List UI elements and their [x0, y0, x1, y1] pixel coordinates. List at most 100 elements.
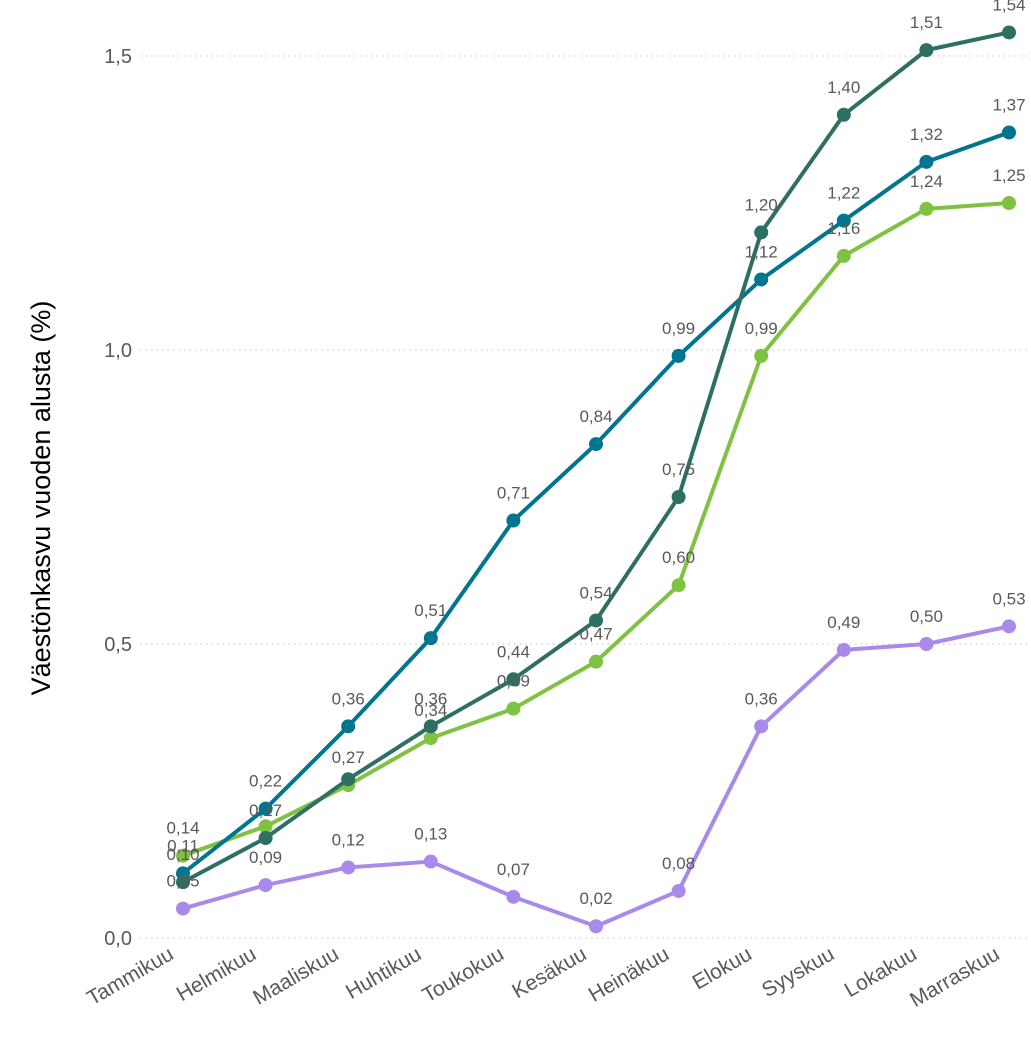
data-point: [589, 437, 603, 452]
data-label: 0,36: [332, 689, 365, 708]
data-point: [423, 731, 438, 746]
data-point: [919, 154, 934, 169]
data-point: [671, 490, 686, 504]
data-label: 0,17: [249, 801, 282, 820]
data-point: [1002, 196, 1016, 210]
y-axis-label: Väestönkasvu vuoden alusta (%): [26, 301, 56, 696]
series-line: [181, 624, 1011, 929]
series-3: [176, 25, 1016, 890]
x-tick-label: Marraskuu: [906, 942, 1003, 1012]
data-point: [754, 272, 769, 287]
series-4: [176, 619, 1016, 934]
data-point: [423, 854, 438, 869]
data-label: 0,51: [414, 601, 447, 620]
data-label: 0,99: [662, 319, 695, 338]
data-label: 0,02: [579, 889, 612, 908]
data-label: 1,32: [910, 125, 943, 144]
y-tick-label: 1,0: [104, 340, 132, 362]
data-label: 0,71: [497, 484, 530, 503]
data-label: 0,09: [249, 848, 282, 867]
data-label: 1,22: [827, 184, 860, 203]
data-label: 0,14: [166, 819, 199, 838]
data-point: [589, 919, 603, 934]
data-point: [754, 719, 769, 734]
series-line: [181, 130, 1011, 876]
series-line: [181, 30, 1011, 885]
data-point: [176, 875, 190, 890]
data-label: 0,39: [497, 672, 530, 691]
data-point: [506, 889, 521, 904]
data-label: 0,49: [827, 613, 860, 632]
x-tick-label: Maaliskuu: [249, 942, 342, 1009]
data-point: [506, 701, 521, 716]
data-label: 1,37: [992, 95, 1025, 114]
data-label: 1,20: [745, 195, 778, 214]
series-2: [176, 125, 1016, 881]
data-label: 0,12: [332, 830, 365, 849]
data-point: [176, 848, 190, 863]
data-point: [176, 901, 190, 916]
x-tick-label: Kesäkuu: [508, 942, 590, 1003]
data-label: 0,10: [166, 845, 199, 864]
x-tick-label: Toukokuu: [419, 942, 508, 1007]
y-tick-label: 0,0: [104, 928, 132, 950]
data-point: [919, 43, 934, 58]
data-label: 0,44: [497, 642, 530, 661]
data-point: [423, 719, 438, 734]
data-label: 0,34: [414, 701, 447, 720]
data-label: 0,99: [745, 319, 778, 338]
x-tick-label: Heinäkuu: [585, 942, 673, 1006]
series-line: [181, 201, 1011, 858]
data-label: 0,75: [662, 460, 695, 479]
x-tick-label: Helmikuu: [173, 942, 260, 1006]
data-point: [506, 513, 521, 528]
data-label: 0,60: [662, 548, 695, 567]
data-point: [836, 248, 851, 263]
data-label: 1,16: [827, 219, 860, 238]
data-point: [919, 637, 934, 651]
data-label: 0,27: [332, 748, 365, 767]
data-point: [1002, 619, 1016, 634]
data-point: [919, 201, 934, 216]
data-point: [671, 348, 686, 363]
x-tick-label: Tammikuu: [83, 942, 177, 1010]
data-label: 1,40: [827, 78, 860, 97]
data-point: [258, 831, 273, 846]
data-point: [836, 642, 851, 657]
y-axis-ticks: 0,0 0,5 1,0 1,5: [104, 46, 132, 950]
data-point: [506, 672, 521, 687]
data-label: 1,25: [992, 166, 1025, 185]
data-point: [754, 225, 769, 240]
data-label: 0,50: [910, 607, 943, 626]
data-point: [341, 719, 356, 734]
data-label: 0,47: [579, 625, 612, 644]
data-point: [671, 883, 686, 898]
data-point: [754, 348, 769, 363]
x-tick-label: Syyskuu: [758, 942, 838, 1002]
data-label: 0,53: [992, 589, 1025, 608]
data-point: [341, 860, 356, 875]
data-point: [589, 613, 603, 628]
data-label: 1,24: [910, 172, 943, 191]
data-label: 1,12: [745, 242, 778, 261]
data-point: [258, 819, 273, 834]
data-point: [258, 801, 273, 816]
data-label: 0,07: [497, 860, 530, 879]
x-tick-label: Huhtikuu: [342, 942, 425, 1003]
y-tick-label: 0,5: [104, 634, 132, 656]
data-point: [1002, 25, 1016, 40]
series-layer: [176, 25, 1016, 934]
data-point: [671, 578, 686, 593]
data-label: 1,51: [910, 13, 943, 32]
y-tick-label: 1,5: [104, 46, 132, 68]
data-label: 0,08: [662, 854, 695, 873]
data-label: 0,11: [167, 836, 199, 855]
data-label: 0,36: [414, 689, 447, 708]
data-label: 0,22: [249, 772, 282, 791]
data-point: [836, 107, 851, 122]
data-point: [341, 772, 356, 787]
data-label: 0,05: [166, 872, 199, 891]
data-label: 1,54: [992, 0, 1025, 14]
data-label: 0,84: [579, 407, 612, 426]
